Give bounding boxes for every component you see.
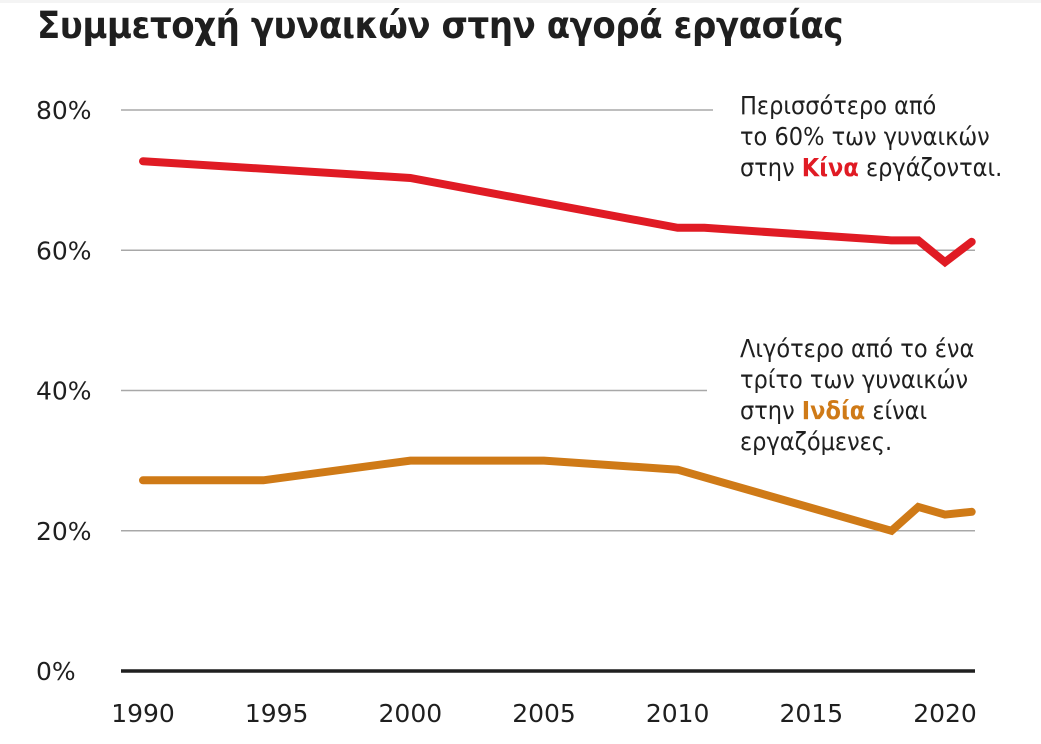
y-tick-label: 0%: [36, 657, 76, 686]
x-tick-label: 1995: [245, 699, 309, 728]
annotation-india-line2: τρίτο των γυναικών: [740, 365, 969, 394]
annotation-india-line3-post: είναι: [865, 396, 928, 425]
y-tick-label: 40%: [36, 377, 92, 406]
annotation-india-line3: στην Ινδία είναι: [740, 395, 974, 426]
annotation-china-line3: στην Κίνα εργάζονται.: [740, 152, 1002, 183]
annotation-china: Περισσότερο από το 60% των γυναικών στην…: [740, 90, 1002, 183]
annotation-china-line3-post: εργάζονται.: [858, 153, 1003, 182]
series-line-india: [139, 456, 976, 536]
annotation-india-highlight: Ινδία: [801, 396, 866, 425]
y-tick-label: 20%: [36, 517, 92, 546]
series-line-china: [139, 157, 976, 268]
y-tick-label: 60%: [36, 236, 92, 265]
x-tick-label: 2015: [780, 699, 844, 728]
annotation-china-line3-pre: στην: [740, 153, 802, 182]
annotation-china-highlight: Κίνα: [801, 153, 859, 182]
x-tick-label: 2000: [379, 699, 443, 728]
annotation-china-line2: το 60% των γυναικών: [740, 122, 990, 151]
x-tick-label: 2020: [913, 699, 977, 728]
y-axis-ticks: 0% 20% 40% 60% 80%: [36, 96, 92, 686]
x-tick-label: 1990: [111, 699, 175, 728]
annotation-india-line3-pre: στην: [740, 396, 802, 425]
annotation-india-line4: εργαζόμενες.: [740, 427, 893, 456]
y-tick-label: 80%: [36, 96, 92, 125]
annotation-china-line1: Περισσότερο από: [740, 91, 937, 120]
annotation-india-line1: Λιγότερο από το ένα: [740, 334, 975, 363]
gridlines: [121, 109, 975, 673]
chart-title: Συμμετοχή γυναικών στην αγορά εργασίας: [37, 4, 844, 47]
x-tick-label: 2010: [646, 699, 710, 728]
annotation-india: Λιγότερο από το ένα τρίτο των γυναικών σ…: [740, 333, 974, 457]
top-edge-artifact: [0, 0, 1041, 3]
x-axis-ticks: 1990 1995 2000 2005 2010 2015 2020: [111, 699, 977, 728]
series-lines: [139, 157, 976, 536]
x-tick-label: 2005: [512, 699, 576, 728]
